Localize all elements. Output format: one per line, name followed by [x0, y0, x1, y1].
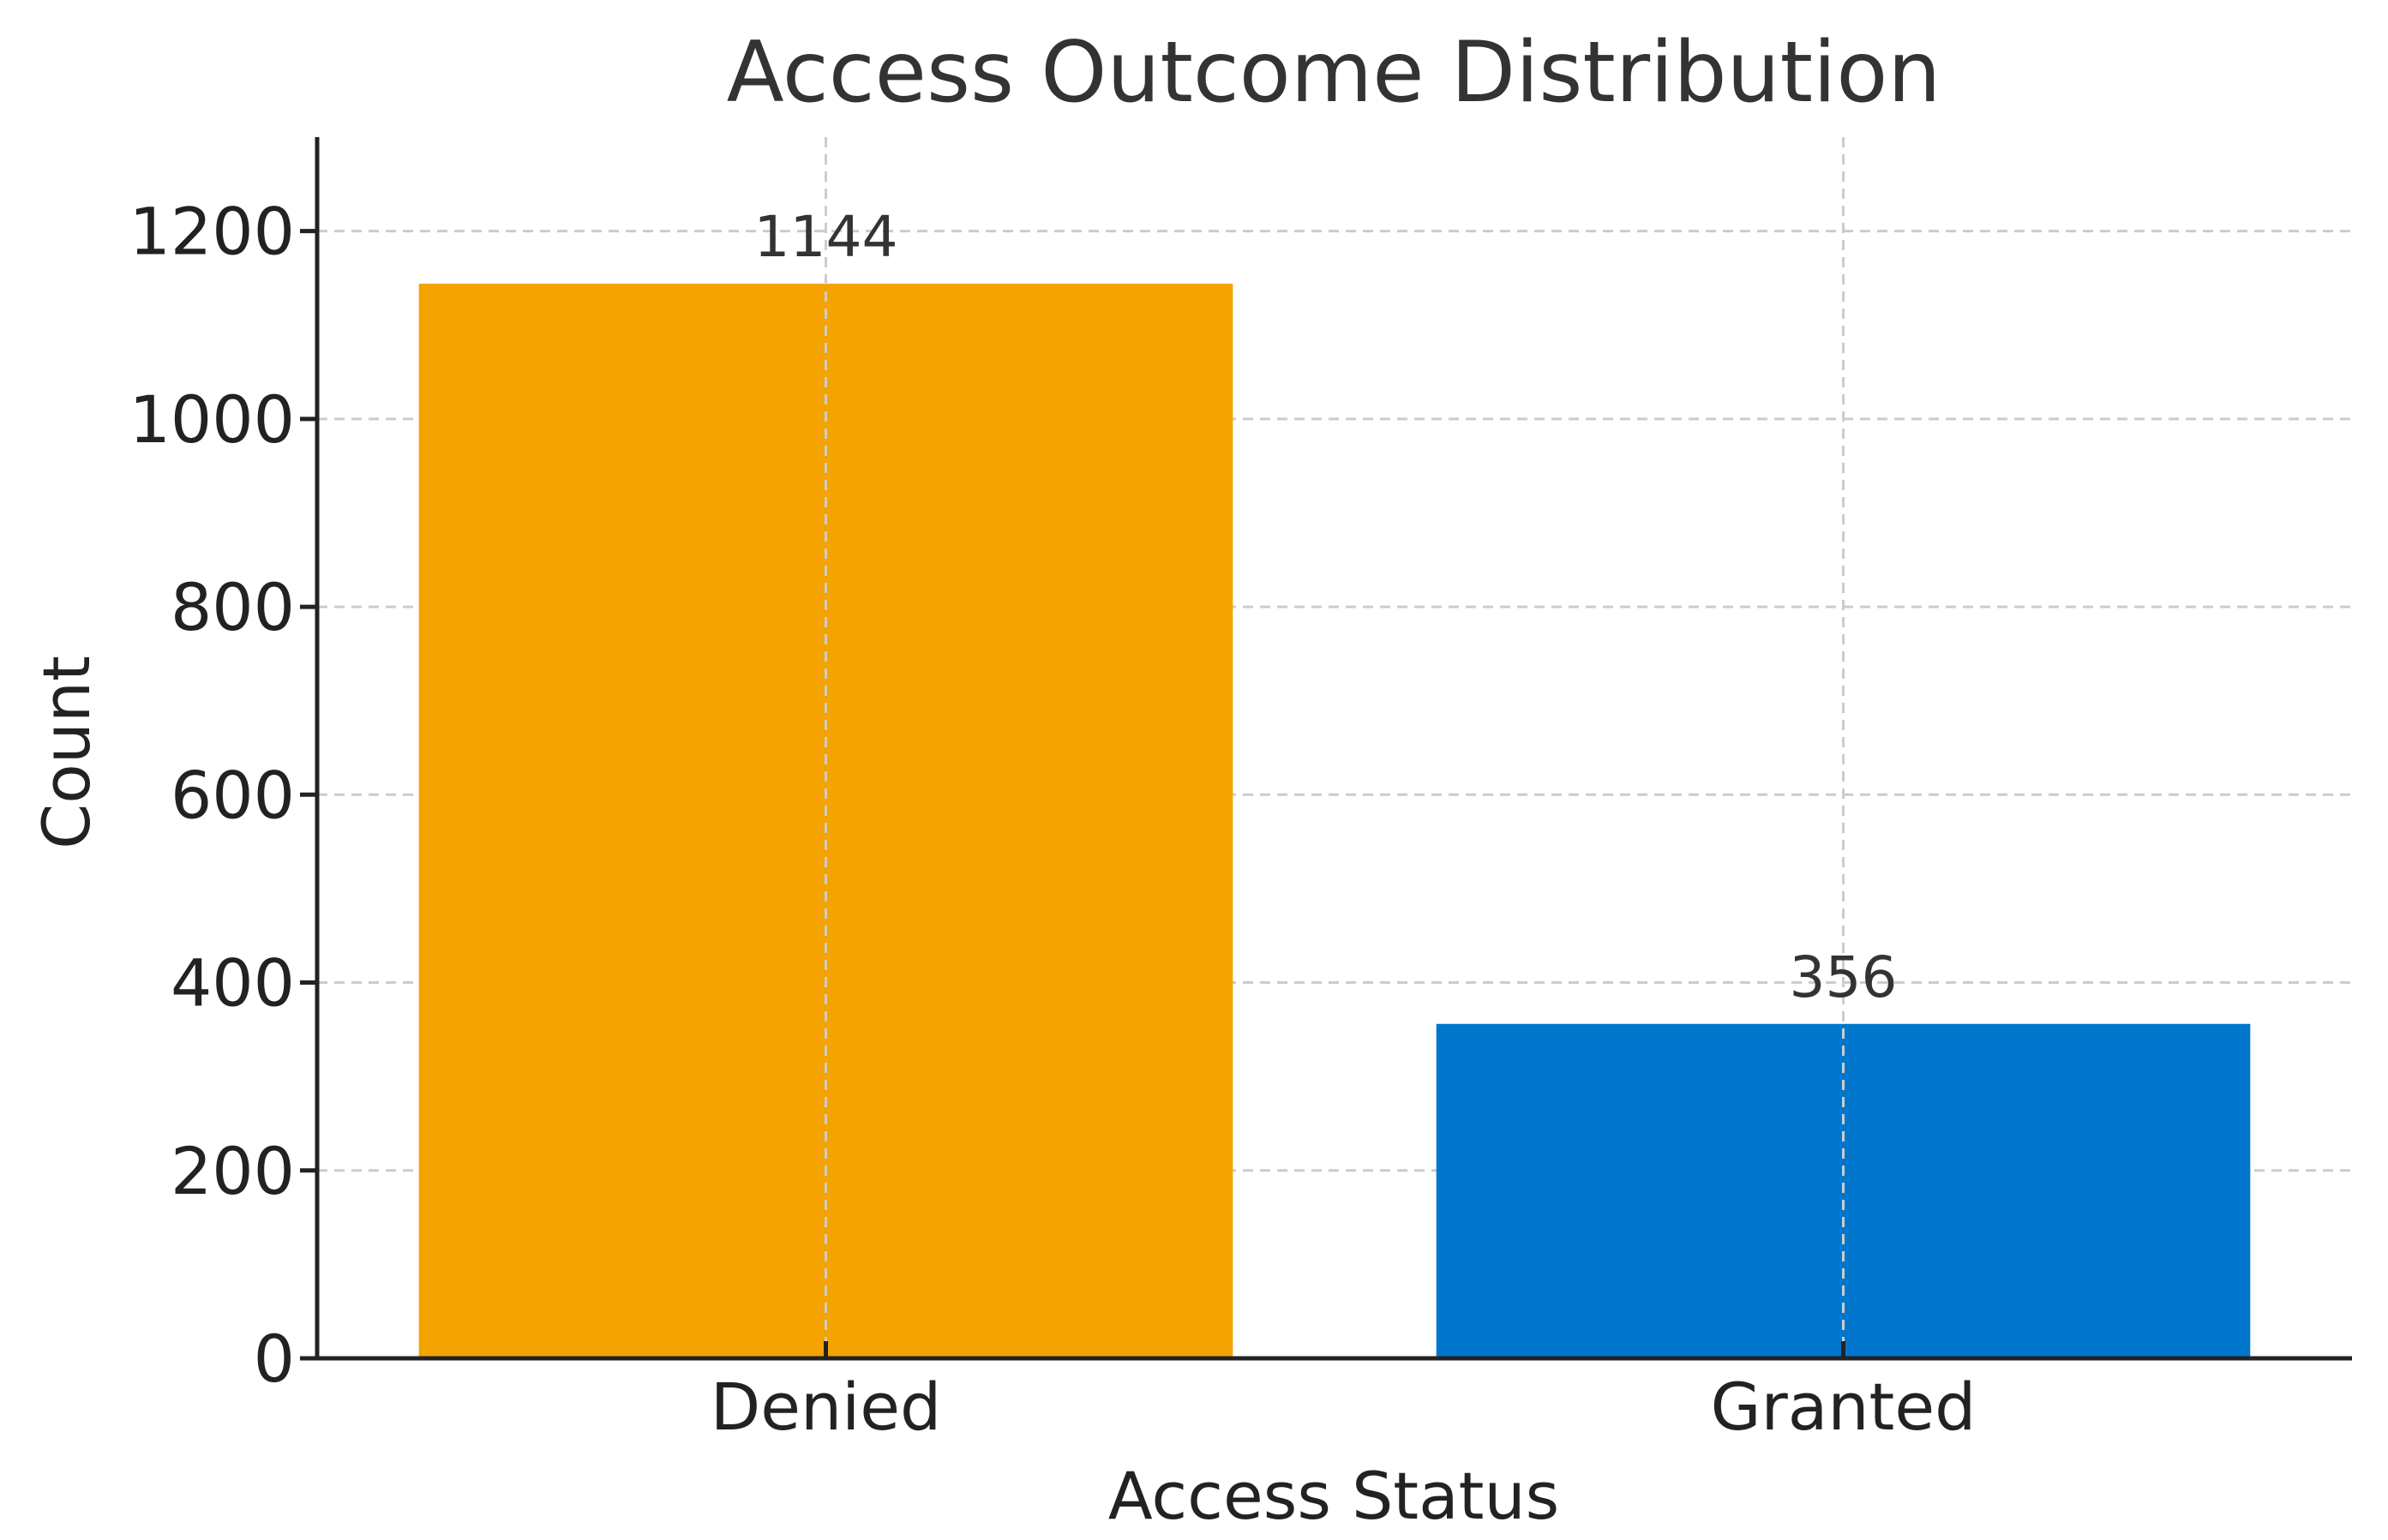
y-tick-label: 1200	[129, 194, 295, 270]
data-labels: 1144 356	[754, 204, 1898, 1010]
y-tick-labels: 0 200 400 600 800 1000 1200	[129, 194, 317, 1397]
chart-title: Access Outcome Distribution	[727, 24, 1941, 122]
x-tick-labels: Denied Granted	[711, 1341, 1977, 1445]
y-tick-label: 200	[171, 1133, 295, 1209]
y-tick-label: 800	[171, 569, 295, 645]
x-tick-label: Denied	[711, 1369, 942, 1445]
bar-value-label: 356	[1790, 944, 1898, 1010]
x-axis-label: Access Status	[1108, 1458, 1560, 1534]
x-gridlines	[825, 137, 1845, 1358]
x-tick-label: Granted	[1711, 1369, 1977, 1445]
y-tick-label: 400	[171, 945, 295, 1022]
bar-denied	[418, 284, 1233, 1358]
axes	[315, 137, 2352, 1361]
y-tick-label: 600	[171, 757, 295, 833]
bar-value-label: 1144	[754, 204, 898, 270]
y-tick-label: 0	[254, 1321, 295, 1397]
y-tick-label: 1000	[129, 381, 295, 458]
y-axis-label: Count	[28, 656, 105, 849]
grid-lines	[317, 230, 2352, 1172]
bars	[418, 284, 2251, 1358]
